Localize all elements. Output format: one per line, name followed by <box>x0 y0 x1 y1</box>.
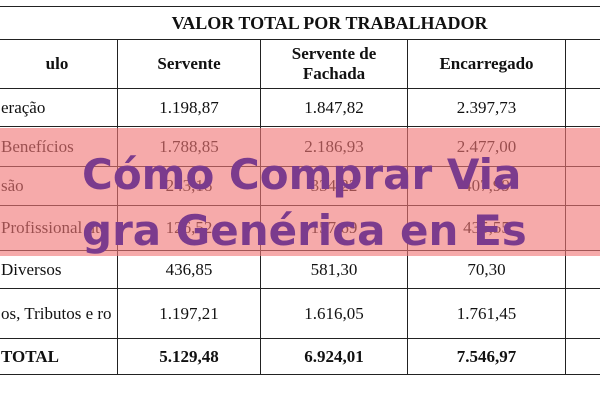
overlay-text: gra Genérica en Es <box>82 206 527 255</box>
overlay-text: Cómo Comprar Via <box>82 150 522 199</box>
cell-value: 6.924,01 <box>260 338 408 375</box>
empty-cell <box>564 250 600 289</box>
cell-value: 1.761,45 <box>407 288 566 339</box>
cell-value: 1.197,21 <box>117 288 261 339</box>
cell-value: 1.847,82 <box>260 88 408 127</box>
column-header: Encarregado <box>407 39 566 89</box>
cell-value: 1.198,87 <box>117 88 261 127</box>
cell-value: 7.546,97 <box>407 338 566 375</box>
table-row: Diversos 436,85 581,30 70,30 <box>0 250 600 289</box>
overlay-band <box>0 128 600 256</box>
cell-value: 70,30 <box>407 250 566 289</box>
cell-value: 581,30 <box>260 250 408 289</box>
table-row: TOTAL 5.129,48 6.924,01 7.546,97 <box>0 338 600 375</box>
cell-value: 5.129,48 <box>117 338 261 375</box>
column-header: ulo <box>0 39 118 89</box>
table-title: VALOR TOTAL POR TRABALHADOR <box>0 6 600 40</box>
empty-cell <box>564 88 600 127</box>
row-label: TOTAL <box>0 338 118 375</box>
empty-cell <box>564 338 600 375</box>
empty-cell <box>564 288 600 339</box>
row-label: eração <box>0 88 118 127</box>
cell-value: 1.616,05 <box>260 288 408 339</box>
row-label: os, Tributos e ro <box>0 288 118 339</box>
table-row: eração 1.198,87 1.847,82 2.397,73 <box>0 88 600 127</box>
column-header: Servente <box>117 39 261 89</box>
header-row: ulo Servente Servente de Fachada Encarregad… <box>0 39 600 89</box>
column-header: Servente de Fachada <box>260 39 408 89</box>
cell-value: 2.397,73 <box>407 88 566 127</box>
column-header: En <box>564 39 600 89</box>
cell-value: 436,85 <box>117 250 261 289</box>
row-label: Diversos <box>0 250 118 289</box>
table-row: os, Tributos e ro 1.197,21 1.616,05 1.761,4… <box>0 288 600 339</box>
